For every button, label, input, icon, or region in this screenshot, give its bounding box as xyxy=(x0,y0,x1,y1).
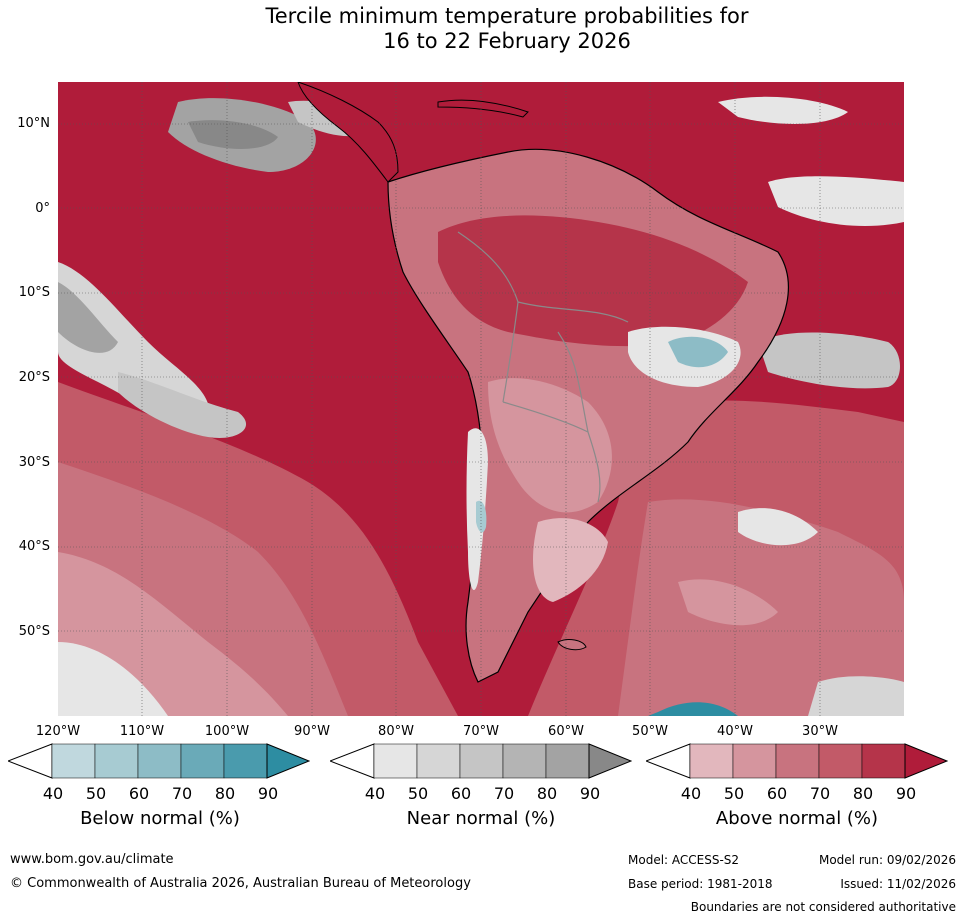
colorbar-near-normal xyxy=(328,743,633,779)
pacific-near-normal-north-dark xyxy=(188,120,278,149)
legend-below-tick-90: 90 xyxy=(257,784,279,803)
legend-below-tick-40: 40 xyxy=(42,784,64,803)
pacific-near-normal-1 xyxy=(58,262,210,424)
legend-above-tick-80: 80 xyxy=(852,784,874,803)
atlantic-near-normal-1 xyxy=(738,508,818,546)
title-line-1: Tercile minimum temperature probabilitie… xyxy=(265,4,749,28)
lon-label-50w: 50°W xyxy=(632,724,668,739)
legend-near-tick-40: 40 xyxy=(364,784,386,803)
map-title: Tercile minimum temperature probabilitie… xyxy=(0,4,965,54)
map-canvas xyxy=(58,82,904,716)
lon-label-90w: 90°W xyxy=(294,724,330,739)
probability-map xyxy=(58,82,904,716)
atlantic-near-normal-3 xyxy=(758,332,900,389)
legend-above-tick-90: 90 xyxy=(895,784,917,803)
issued-text: Issued: 11/02/2026 xyxy=(840,877,956,891)
legend-above-tick-70: 70 xyxy=(809,784,831,803)
falkland-islands xyxy=(557,639,587,651)
lon-label-80w: 80°W xyxy=(378,724,414,739)
legend-below-tick-50: 50 xyxy=(85,784,107,803)
argentina-50 xyxy=(533,518,608,602)
legend-near-normal xyxy=(328,742,633,784)
legend-near-tick-90: 90 xyxy=(579,784,601,803)
lat-label-0: 0° xyxy=(35,201,50,216)
colorbar-below-normal xyxy=(6,743,311,779)
brazil-below-normal xyxy=(668,336,728,368)
amazon-above-normal xyxy=(438,215,748,347)
model-text: Model: ACCESS-S2 xyxy=(628,853,740,867)
colorbar-above-normal xyxy=(644,743,949,779)
legend-below-normal xyxy=(6,742,311,784)
lat-label-50s: 50°S xyxy=(18,624,50,639)
disclaimer-text: Boundaries are not considered authoritat… xyxy=(690,900,956,914)
atlantic-near-normal-north xyxy=(768,176,904,227)
legend-below-tick-60: 60 xyxy=(128,784,150,803)
lon-label-60w: 60°W xyxy=(548,724,584,739)
lon-label-70w: 70°W xyxy=(463,724,499,739)
lon-label-110w: 110°W xyxy=(119,724,165,739)
caribbean-islands xyxy=(437,99,529,118)
legend-near-title: Near normal (%) xyxy=(406,808,556,829)
pacific-near-normal-sw xyxy=(58,642,168,716)
lat-label-20s: 20°S xyxy=(18,370,50,385)
legend-near-tick-60: 60 xyxy=(450,784,472,803)
pacific-near-normal-2 xyxy=(58,282,118,353)
legend-above-normal xyxy=(644,742,949,784)
atlantic-near-normal-north-2 xyxy=(718,96,848,124)
central-land-60 xyxy=(488,378,612,513)
lat-label-10s: 10°S xyxy=(18,285,50,300)
website-link[interactable]: www.bom.gov.au/climate xyxy=(10,852,174,867)
country-borders xyxy=(457,231,629,503)
pacific-near-normal-3 xyxy=(118,372,247,438)
legend-above-title: Above normal (%) xyxy=(715,808,879,829)
legend-below-tick-80: 80 xyxy=(214,784,236,803)
central-america xyxy=(297,82,399,183)
lon-label-120w: 120°W xyxy=(35,724,81,739)
lat-label-10n: 10°N xyxy=(17,116,50,131)
map-grid xyxy=(58,82,904,716)
atlantic-near-normal-2 xyxy=(808,676,904,716)
lat-label-30s: 30°S xyxy=(18,455,50,470)
legend-below-title: Below normal (%) xyxy=(80,808,240,829)
andes-below-normal xyxy=(476,500,487,533)
atlantic-below-normal-south xyxy=(648,702,738,716)
lat-label-40s: 40°S xyxy=(18,539,50,554)
legend-near-tick-50: 50 xyxy=(407,784,429,803)
legend-above-tick-40: 40 xyxy=(680,784,702,803)
copyright-text: © Commonwealth of Australia 2026, Austra… xyxy=(10,876,471,891)
model-run-text: Model run: 09/02/2026 xyxy=(818,853,956,867)
legend-above-tick-50: 50 xyxy=(723,784,745,803)
legend-near-tick-70: 70 xyxy=(493,784,515,803)
legend-below-tick-70: 70 xyxy=(171,784,193,803)
legend-near-tick-80: 80 xyxy=(536,784,558,803)
lon-label-100w: 100°W xyxy=(204,724,250,739)
base-period-text: Base period: 1981-2018 xyxy=(628,877,773,891)
atlantic-band-60 xyxy=(678,579,778,626)
legend-above-tick-60: 60 xyxy=(766,784,788,803)
title-line-2: 16 to 22 February 2026 xyxy=(383,29,631,53)
lon-label-40w: 40°W xyxy=(717,724,753,739)
lon-label-30w: 30°W xyxy=(802,724,838,739)
